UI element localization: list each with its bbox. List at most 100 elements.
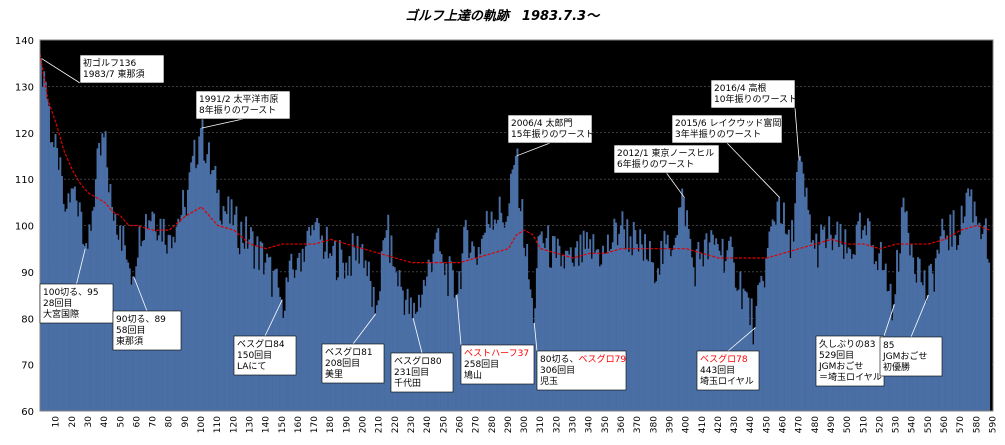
score-bar bbox=[51, 142, 54, 411]
score-bar bbox=[862, 230, 865, 411]
score-bar bbox=[327, 258, 330, 411]
score-bar bbox=[333, 240, 336, 411]
score-bar bbox=[52, 147, 55, 411]
score-bar bbox=[519, 211, 522, 411]
annotation-text: 初ゴルフ136 bbox=[83, 57, 136, 69]
annotation-text: 80切る、ベスグロ79 bbox=[540, 353, 626, 365]
score-bar bbox=[818, 244, 821, 411]
annotation-leader bbox=[910, 294, 929, 338]
score-bar bbox=[104, 131, 107, 411]
score-bar bbox=[451, 270, 454, 411]
score-bar bbox=[590, 258, 593, 411]
score-bar bbox=[511, 169, 514, 411]
plot-frame bbox=[39, 39, 994, 412]
annotation-leader bbox=[533, 322, 538, 352]
score-bar bbox=[618, 233, 621, 411]
x-tick-label: 590 bbox=[989, 416, 999, 433]
annotation-text: ベスグロ81 bbox=[325, 346, 373, 358]
annotation-leader bbox=[516, 142, 551, 157]
score-bar bbox=[833, 238, 836, 411]
score-bar bbox=[787, 229, 790, 411]
score-bar bbox=[471, 241, 474, 411]
score-bar bbox=[865, 235, 868, 411]
score-bar bbox=[724, 261, 727, 411]
score-bar bbox=[645, 259, 648, 411]
score-bar bbox=[581, 262, 584, 411]
score-bar bbox=[558, 245, 561, 411]
annotation-text: 久しぶりの83 bbox=[819, 338, 875, 350]
score-bar bbox=[976, 224, 979, 411]
score-bar bbox=[86, 248, 89, 411]
score-bar bbox=[290, 253, 293, 411]
score-bar bbox=[342, 262, 344, 411]
score-bar bbox=[723, 272, 726, 411]
score-bar bbox=[492, 229, 495, 411]
score-bar bbox=[708, 242, 711, 411]
score-bar bbox=[346, 275, 349, 411]
score-bar bbox=[959, 234, 961, 411]
score-bar bbox=[367, 261, 370, 411]
score-bar bbox=[789, 257, 792, 411]
x-tick-label: 120 bbox=[229, 416, 239, 433]
score-bar bbox=[526, 243, 529, 411]
annotation-text: 8年振りのワースト bbox=[199, 104, 276, 116]
x-tick-label: 350 bbox=[601, 416, 611, 433]
annotation-box bbox=[879, 336, 943, 377]
score-bar bbox=[815, 233, 818, 411]
score-bar bbox=[907, 232, 910, 411]
score-bar bbox=[228, 223, 231, 411]
score-bar bbox=[464, 219, 467, 411]
score-bar bbox=[429, 262, 432, 411]
score-bar bbox=[624, 249, 627, 411]
score-bar bbox=[56, 147, 59, 411]
score-bar bbox=[400, 286, 403, 411]
score-bar bbox=[555, 257, 558, 411]
x-tick-label: 480 bbox=[811, 416, 821, 433]
score-bar bbox=[944, 239, 947, 411]
score-bar bbox=[537, 236, 540, 411]
score-bar bbox=[899, 253, 902, 411]
score-bar bbox=[44, 81, 47, 412]
x-tick-label: 40 bbox=[100, 416, 110, 428]
score-bar bbox=[206, 154, 209, 411]
score-bar bbox=[490, 211, 493, 411]
score-bar bbox=[500, 212, 503, 411]
score-bar bbox=[855, 224, 858, 411]
annotation-text: 85 bbox=[883, 341, 894, 351]
score-bar bbox=[792, 241, 795, 411]
score-bar bbox=[542, 243, 545, 411]
score-bar bbox=[668, 248, 671, 411]
score-bar bbox=[211, 170, 214, 411]
annotation-box bbox=[390, 352, 454, 393]
score-bar bbox=[868, 221, 871, 411]
score-bar bbox=[513, 164, 516, 411]
y-tick-label: 100 bbox=[15, 222, 34, 233]
y-tick-label: 80 bbox=[21, 314, 34, 325]
score-bar bbox=[477, 247, 480, 411]
score-bar bbox=[836, 221, 839, 411]
x-tick-label: 550 bbox=[924, 416, 934, 433]
score-bar bbox=[681, 188, 684, 411]
score-bar bbox=[54, 134, 57, 412]
score-bar bbox=[81, 244, 84, 411]
score-bar bbox=[637, 251, 640, 411]
score-bar bbox=[46, 98, 49, 411]
score-bar bbox=[794, 203, 797, 411]
score-bar bbox=[209, 174, 212, 411]
score-bar bbox=[435, 232, 438, 411]
score-bar bbox=[518, 208, 521, 411]
score-bar bbox=[232, 225, 235, 411]
score-bar bbox=[461, 253, 464, 411]
annotation-leader bbox=[201, 118, 244, 129]
score-bar bbox=[807, 209, 810, 411]
score-bar bbox=[597, 249, 600, 411]
score-bar bbox=[839, 223, 842, 411]
score-bar bbox=[713, 244, 716, 411]
score-bar bbox=[458, 271, 461, 411]
score-bar bbox=[963, 216, 966, 411]
x-tick-label: 430 bbox=[730, 416, 740, 433]
score-bar bbox=[582, 230, 585, 411]
score-bar bbox=[605, 253, 608, 411]
